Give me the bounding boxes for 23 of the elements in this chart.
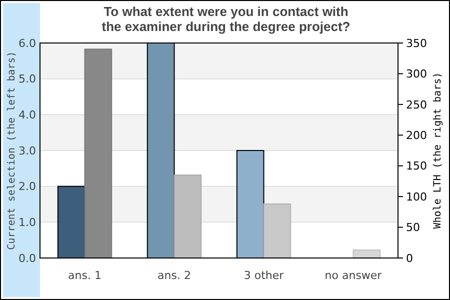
y2-axis-title: Whole LTH (the right bars) bbox=[432, 72, 444, 229]
x-tick-label: 3 other bbox=[244, 268, 284, 282]
y-tick-label: 3.0 bbox=[18, 144, 36, 158]
y2-tick-label: 300 bbox=[406, 68, 427, 81]
y2-tick-label: 250 bbox=[406, 98, 427, 112]
y-tick-label: 2.0 bbox=[18, 180, 36, 194]
y-tick-label: 6.0 bbox=[18, 36, 36, 50]
y2-tick-label: 0 bbox=[406, 252, 413, 265]
y-tick-label: 4.0 bbox=[18, 108, 36, 122]
y2-tick-label: 50 bbox=[406, 221, 420, 234]
y2-tick-label: 350 bbox=[406, 36, 427, 50]
y2-tick-label: 150 bbox=[406, 160, 427, 173]
y-tick-label: 0.0 bbox=[18, 252, 36, 265]
bar bbox=[84, 48, 112, 258]
y-tick-label: 5.0 bbox=[18, 72, 36, 86]
x-tick-label: no answer bbox=[324, 268, 382, 282]
x-tick-label: ans. 1 bbox=[68, 268, 102, 282]
y2-tick-label: 100 bbox=[406, 190, 427, 204]
y-axis-title: Current selection (the left bars) bbox=[6, 51, 18, 250]
chart-title: To what extent were you in contact with the examiner during the degree project? bbox=[102, 4, 350, 34]
y2-tick-label: 200 bbox=[406, 128, 427, 142]
x-tick-label: ans. 2 bbox=[158, 268, 191, 282]
y-tick-label: 1.0 bbox=[18, 216, 36, 230]
